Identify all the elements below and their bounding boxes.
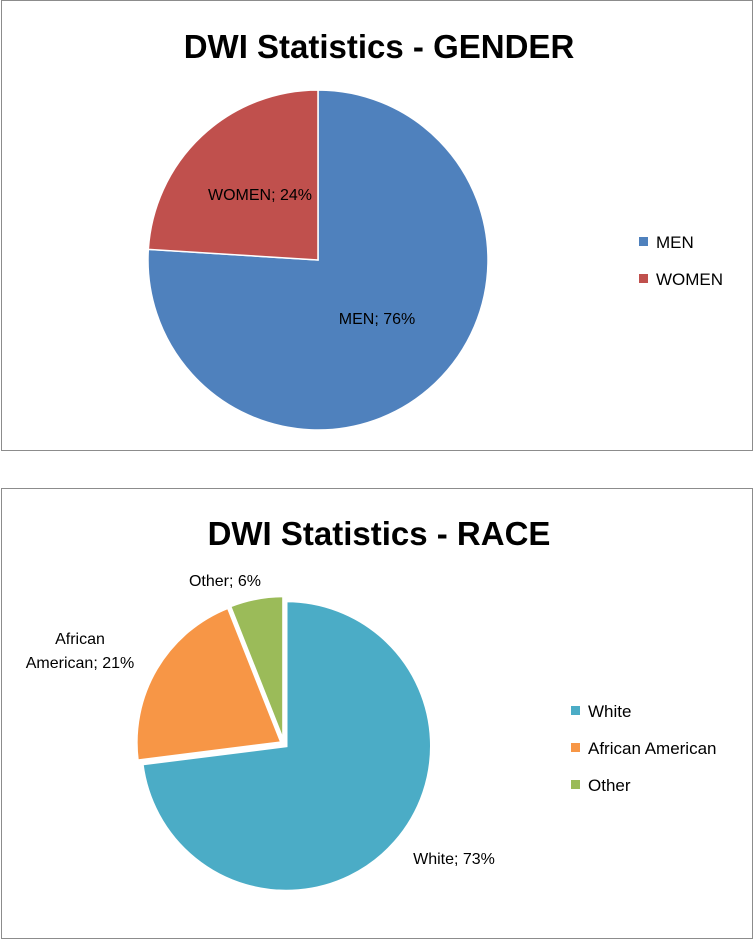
pie-slices bbox=[147, 89, 489, 431]
data-labels: White; 73% African American; 21% Other; 6% bbox=[26, 573, 495, 868]
legend-label-men: MEN bbox=[656, 233, 694, 252]
legend-swatch-men bbox=[639, 237, 648, 246]
legend-label-women: WOMEN bbox=[656, 270, 723, 289]
data-label-african-american: African American; 21% bbox=[26, 631, 135, 672]
pie-slice-men bbox=[147, 89, 489, 431]
legend-swatch-white bbox=[571, 706, 580, 715]
chart-gender-svg: DWI Statistics - GENDER MEN; 76% WOMEN; 2… bbox=[147, 28, 723, 431]
legend: MEN WOMEN bbox=[639, 233, 723, 289]
legend: White African American Other bbox=[571, 702, 717, 795]
legend-swatch-african-american bbox=[571, 743, 580, 752]
legend-swatch-other bbox=[571, 780, 580, 789]
data-label-white: White; 73% bbox=[413, 851, 495, 868]
pie-slice-african-american bbox=[135, 606, 284, 763]
pie-slice-white bbox=[140, 599, 433, 893]
legend-swatch-women bbox=[639, 274, 648, 283]
data-label-men: MEN; 76% bbox=[339, 311, 415, 328]
legend-label-other: Other bbox=[588, 776, 631, 795]
data-label-other: Other; 6% bbox=[189, 573, 261, 590]
pie-slices bbox=[135, 594, 433, 893]
chart-gender: DWI Statistics - GENDER MEN; 76% WOMEN; 2… bbox=[1, 0, 753, 451]
legend-label-african-american: African American bbox=[588, 739, 717, 758]
pie-slice-women bbox=[147, 89, 319, 261]
legend-label-white: White bbox=[588, 702, 631, 721]
chart-race-svg: DWI Statistics - RACE White; 73% African A… bbox=[26, 515, 717, 893]
chart-title: DWI Statistics - GENDER bbox=[184, 28, 575, 65]
chart-title: DWI Statistics - RACE bbox=[208, 515, 551, 552]
data-labels: MEN; 76% WOMEN; 24% bbox=[208, 187, 415, 328]
data-label-women: WOMEN; 24% bbox=[208, 187, 312, 204]
pie-slice-other bbox=[228, 594, 285, 742]
chart-race: DWI Statistics - RACE White; 73% African A… bbox=[1, 488, 753, 939]
